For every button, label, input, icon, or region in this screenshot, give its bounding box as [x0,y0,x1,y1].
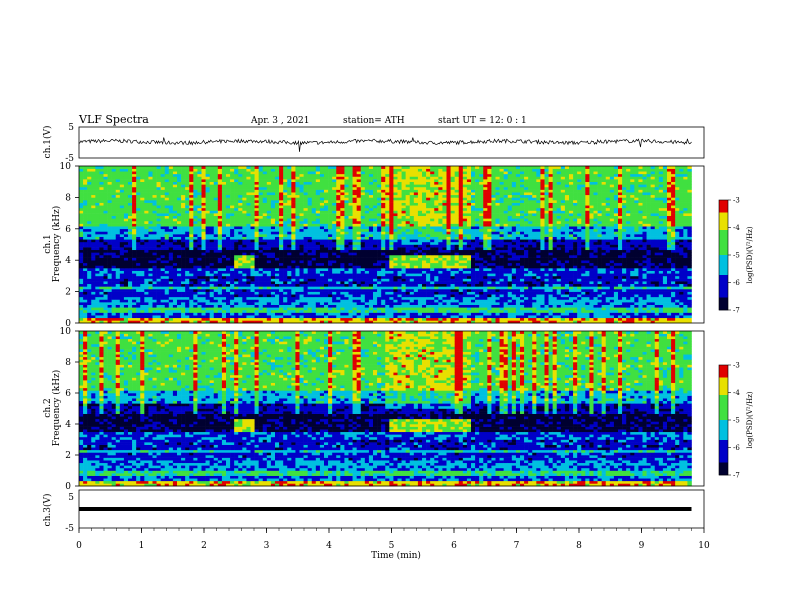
ch2-spectrogram-ylabel-frequency: Frequency (kHz) [51,370,62,447]
x-tick-label: 9 [639,541,645,551]
ch1-timeseries-panel: 5 -5 ch.1(V) [42,123,705,164]
cb2-tick: -6 [733,444,740,452]
ch1-colorbar: -3 -4 -5 -6 -7 [718,197,740,315]
ch1-spectrogram-ylabel-channel: ch.1 [43,234,53,253]
cb1-tick: -5 [733,252,740,260]
cb2-tick: -7 [733,472,740,480]
figure-title: VLF Spectra [78,113,149,126]
ch1-spectrogram-ylabel-frequency: Frequency (kHz) [51,206,62,283]
ch3-ytick-top: 5 [68,493,74,503]
spec1-ytick: 4 [65,256,71,266]
cb2-tick: -4 [733,389,740,397]
ch2-spectrogram-ylabel-channel: ch.2 [43,398,53,417]
x-tick-label: 8 [576,541,582,551]
ch1-trace [78,137,692,152]
ch2-spectrogram-panel: 0 2 4 6 8 10 ch.2 Frequency (kHz) [43,327,705,492]
ch3-trace [79,507,692,511]
x-tick-label: 3 [264,541,270,551]
date-label: Apr. 3 , 2021 [250,116,310,126]
cb1-tick: -6 [733,279,740,287]
spec1-ytick: 10 [60,162,72,172]
station-label: station= ATH [343,116,405,126]
ch3-ytick-bottom: -5 [65,524,74,534]
cb1-tick: -4 [733,224,740,232]
ch3-ylabel: ch.3(V) [42,494,53,527]
ch2-colorbar: -3 -4 -5 -6 -7 [718,362,740,480]
spec1-ytick: 0 [65,319,71,329]
x-tick-label: 10 [698,541,710,551]
ch1-colorbar-label: log(PSD)(V²/Hz) [746,226,754,283]
cb1-tick: -3 [733,197,740,205]
x-tick-label: 1 [139,541,145,551]
spec2-ytick: 8 [65,358,71,368]
x-tick-label: 6 [451,541,457,551]
ch3-timeseries-panel: 5 -5 ch.3(V) [42,489,705,534]
cb2-tick: -3 [733,362,740,370]
spec2-ytick: 10 [60,327,72,337]
x-tick-label: 7 [514,541,520,551]
ch1-spectrogram-image [79,166,704,324]
ch2-spectrogram-image [79,331,704,487]
spec2-ytick: 4 [65,420,71,430]
ch2-colorbar-label: log(PSD)(V²/Hz) [746,391,754,448]
x-axis: 0 1 2 3 4 5 6 7 8 9 10 [76,528,710,551]
cb2-tick: -5 [733,417,740,425]
spec1-ytick: 8 [65,193,71,203]
x-axis-label: Time (min) [371,550,421,561]
cb1-tick: -7 [733,307,740,315]
spec1-ytick: 6 [65,225,71,235]
spec1-ytick: 2 [65,288,71,298]
start-time-label: start UT = 12: 0 : 1 [438,116,527,126]
ch1-ytick-bottom: -5 [65,154,74,164]
ch1-spectrogram-panel: 0 2 4 6 8 10 ch.1 Frequency (kHz) [43,162,705,329]
x-tick-label: 4 [326,541,332,551]
ch1-ytick-top: 5 [68,123,74,133]
spec2-ytick: 2 [65,451,71,461]
x-tick-label: 5 [389,541,395,551]
ch1-ylabel: ch.1(V) [42,126,53,159]
x-tick-label: 0 [76,541,82,551]
spec2-ytick: 0 [65,482,71,492]
x-tick-label: 2 [201,541,207,551]
spec2-ytick: 6 [65,389,71,399]
